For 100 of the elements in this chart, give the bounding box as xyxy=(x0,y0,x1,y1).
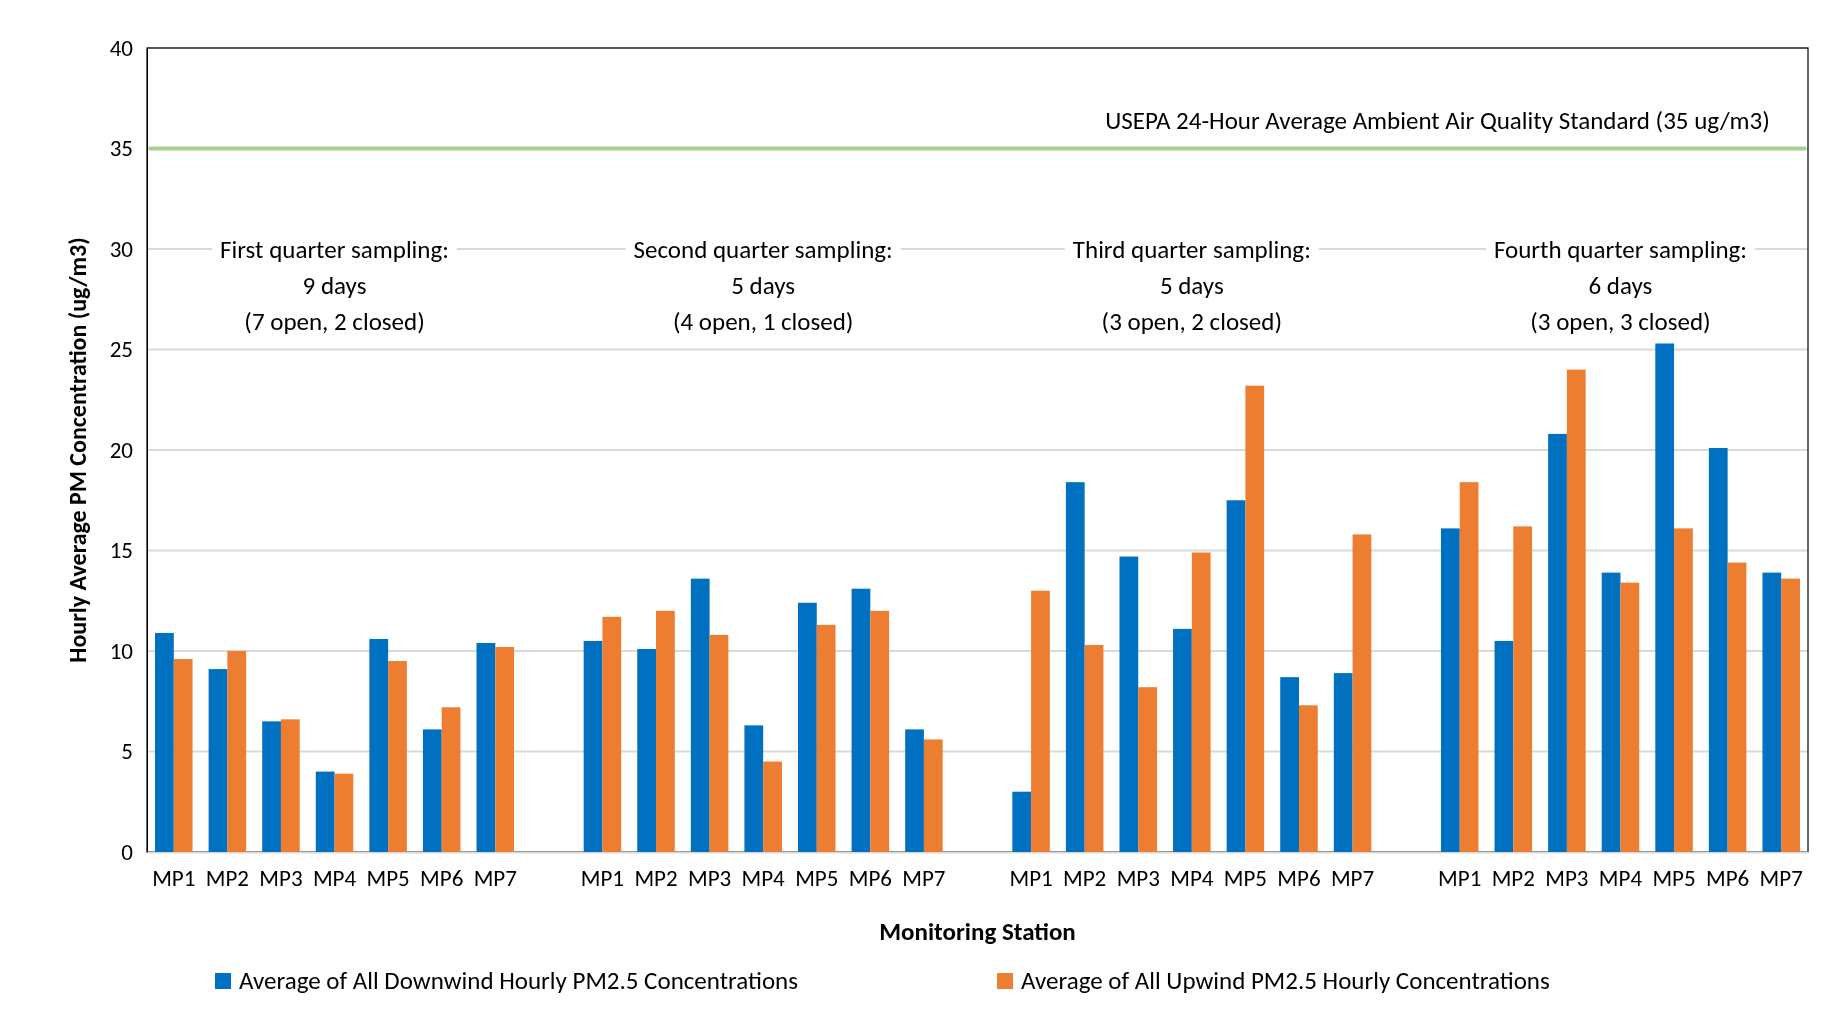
bar xyxy=(1494,640,1514,852)
bar xyxy=(1226,500,1246,852)
bar xyxy=(816,624,836,852)
x-tick-label: MP6 xyxy=(420,864,464,893)
x-tick-label: MP4 xyxy=(1170,864,1214,893)
bar xyxy=(1513,526,1533,852)
annotation: Third quarter sampling: 5 days (3 open, 2 closed) xyxy=(1072,234,1311,337)
x-tick-label: MP1 xyxy=(580,864,625,893)
x-tick-label: MP3 xyxy=(259,864,303,893)
ref-line-label: USEPA 24-Hour Average Ambient Air Quality Standard (35 ug/m3) xyxy=(1105,104,1770,136)
bar xyxy=(905,729,924,852)
bar xyxy=(1031,590,1050,852)
bar xyxy=(495,646,515,852)
x-tick-label: MP5 xyxy=(366,864,410,893)
bar xyxy=(315,771,335,852)
legend-label: Average of All Upwind PM2.5 Hourly Concentrations xyxy=(1021,965,1550,996)
x-tick-label: MP4 xyxy=(741,864,786,893)
bar xyxy=(583,640,603,852)
y-tick-label: 35 xyxy=(109,134,133,163)
x-tick-label: MP4 xyxy=(1598,864,1643,893)
bar xyxy=(1620,582,1640,852)
bar xyxy=(1333,673,1353,852)
bar xyxy=(280,719,300,852)
bar xyxy=(155,632,174,852)
bar xyxy=(870,610,890,852)
y-axis-title: Hourly Average PM Concentration (ug/m3) xyxy=(63,237,92,663)
x-tick-label: MP7 xyxy=(1759,864,1803,893)
annotation: First quarter sampling: 9 days (7 open, 2 closed) xyxy=(220,234,449,337)
bar xyxy=(1012,791,1032,852)
bar xyxy=(1674,528,1693,852)
x-tick-label: MP5 xyxy=(1652,864,1696,893)
bar xyxy=(1601,572,1621,852)
bar xyxy=(441,707,461,852)
bar xyxy=(334,773,354,852)
x-tick-label: MP1 xyxy=(152,864,196,893)
bar xyxy=(1245,385,1265,852)
x-tick-label: MP7 xyxy=(902,864,946,893)
y-tick-label: 30 xyxy=(109,234,134,263)
x-tick-label: MP2 xyxy=(1063,864,1107,893)
bar xyxy=(1762,572,1782,852)
x-axis-title: Monitoring Station xyxy=(879,916,1076,947)
bar xyxy=(173,659,193,852)
bar xyxy=(851,588,871,852)
y-tick-label: 20 xyxy=(109,435,134,464)
bar xyxy=(1459,482,1479,852)
x-tick-label: MP3 xyxy=(1545,864,1589,893)
bar xyxy=(744,725,764,852)
bar xyxy=(262,721,281,852)
bar xyxy=(1655,343,1675,852)
x-tick-label: MP5 xyxy=(1223,864,1268,893)
bar xyxy=(1352,534,1372,852)
bar xyxy=(1138,687,1157,852)
bar xyxy=(1566,369,1586,852)
bar xyxy=(798,602,817,852)
x-tick-label: MP3 xyxy=(687,864,732,893)
bar xyxy=(388,661,407,852)
bar xyxy=(602,616,622,852)
bar xyxy=(923,739,943,852)
y-tick-label: 15 xyxy=(109,536,133,565)
x-tick-label: MP2 xyxy=(1491,864,1535,893)
annotation: Fourth quarter sampling: 6 days (3 open, 3 closed) xyxy=(1493,234,1748,337)
x-tick-label: MP4 xyxy=(312,864,357,893)
bar xyxy=(476,642,496,852)
legend-label: Average of All Downwind Hourly PM2.5 Concentrations xyxy=(239,965,799,996)
y-tick-label: 10 xyxy=(109,636,134,665)
bar xyxy=(1298,705,1318,852)
bar xyxy=(1119,556,1139,852)
bar xyxy=(637,648,657,852)
x-tick-label: MP7 xyxy=(473,864,517,893)
bar xyxy=(690,578,710,852)
x-tick-label: MP1 xyxy=(1438,864,1482,893)
bar xyxy=(1191,552,1211,852)
x-tick-label: MP6 xyxy=(1706,864,1750,893)
bar xyxy=(763,761,782,852)
x-tick-label: MP7 xyxy=(1330,864,1375,893)
x-tick-label: MP6 xyxy=(1277,864,1321,893)
x-tick-label: MP1 xyxy=(1009,864,1053,893)
bar xyxy=(1084,644,1104,852)
bar xyxy=(422,729,442,852)
y-tick-label: 25 xyxy=(109,335,133,364)
bar xyxy=(1727,562,1747,852)
bar xyxy=(1708,447,1728,852)
bar xyxy=(208,669,228,852)
y-tick-label: 5 xyxy=(121,737,133,766)
bar xyxy=(1065,482,1085,852)
bar xyxy=(1173,628,1192,852)
y-tick-label: 40 xyxy=(109,33,134,62)
bar xyxy=(227,651,247,852)
x-tick-label: MP2 xyxy=(205,864,249,893)
x-tick-label: MP3 xyxy=(1116,864,1160,893)
bar xyxy=(1440,528,1460,852)
bar xyxy=(656,610,675,852)
x-tick-label: MP2 xyxy=(634,864,678,893)
bar xyxy=(369,638,389,852)
bar xyxy=(1548,433,1567,852)
bar xyxy=(1781,578,1800,852)
x-tick-label: MP5 xyxy=(795,864,839,893)
bar xyxy=(1280,677,1299,852)
x-tick-label: MP6 xyxy=(848,864,892,893)
annotation: Second quarter sampling: 5 days (4 open, 1 closed) xyxy=(633,234,893,337)
